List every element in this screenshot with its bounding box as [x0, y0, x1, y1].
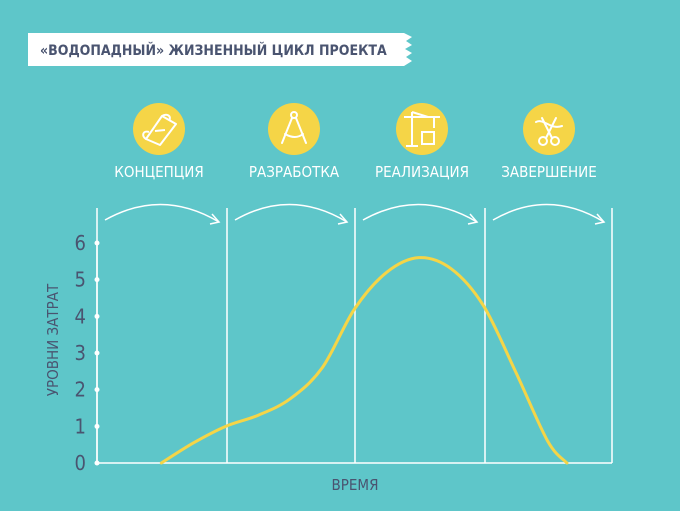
phase-icon-circle	[396, 103, 448, 155]
phase-dividers	[96, 208, 613, 463]
page-title: «ВОДОПАДНЫЙ» ЖИЗНЕННЫЙ ЦИКЛ ПРОЕКТА	[40, 42, 387, 59]
title-banner-shape	[28, 33, 412, 66]
phase-arrow	[104, 203, 220, 223]
y-tick-label: 6	[75, 231, 86, 255]
phase-concept: КОНЦЕПЦИЯ	[114, 103, 204, 181]
phase-implementation: РЕАЛИЗАЦИЯ	[375, 103, 469, 181]
y-ticks: 0 1 2 3 4 5 6	[75, 231, 100, 475]
y-tick-label: 4	[75, 304, 86, 328]
phase-completion: ЗАВЕРШЕНИЕ	[501, 103, 597, 181]
phase-arrow	[234, 203, 348, 223]
title-banner: «ВОДОПАДНЫЙ» ЖИЗНЕННЫЙ ЦИКЛ ПРОЕКТА	[28, 33, 412, 66]
crane-icon	[404, 111, 440, 147]
phase-icon-circle	[133, 103, 185, 155]
y-tick-label: 0	[75, 451, 86, 475]
phase-icon-circle	[523, 103, 575, 155]
phase-headers: КОНЦЕПЦИЯ РАЗРАБОТКА	[114, 103, 597, 181]
y-tick-label: 5	[75, 268, 86, 292]
phase-arrow	[492, 203, 605, 223]
arrow-head-icon	[467, 213, 479, 225]
phase-icon-circle	[268, 103, 320, 155]
y-tick-label: 2	[75, 378, 86, 402]
y-axis-label: УРОВНИ ЗАТРАТ	[44, 283, 62, 396]
x-axis-label: ВРЕМЯ	[332, 476, 379, 494]
phase-arrow	[362, 203, 478, 223]
y-tick-dot	[94, 240, 100, 246]
phase-label-development: РАЗРАБОТКА	[249, 163, 340, 181]
y-tick-dot	[94, 277, 100, 283]
y-tick-dot	[94, 313, 100, 319]
y-tick-dot	[94, 350, 100, 356]
phase-arrows	[104, 203, 606, 225]
y-tick-dot	[94, 387, 100, 393]
y-tick-dot	[94, 423, 100, 429]
phase-label-completion: ЗАВЕРШЕНИЕ	[501, 163, 597, 181]
phase-development: РАЗРАБОТКА	[249, 103, 340, 181]
series	[159, 256, 569, 465]
compass-icon	[281, 111, 307, 144]
arrow-head-icon	[337, 213, 349, 225]
y-tick-dot	[94, 460, 100, 466]
y-tick-label: 1	[75, 414, 86, 438]
arrow-head-icon	[209, 213, 221, 225]
phase-label-concept: КОНЦЕПЦИЯ	[114, 163, 203, 181]
y-tick-label: 3	[75, 341, 86, 365]
cost-curve	[159, 256, 569, 465]
arrow-head-icon	[594, 213, 606, 225]
scroll-icon	[142, 113, 177, 146]
phase-label-implementation: РЕАЛИЗАЦИЯ	[375, 163, 469, 181]
ribbon-scissors-icon	[535, 117, 563, 146]
